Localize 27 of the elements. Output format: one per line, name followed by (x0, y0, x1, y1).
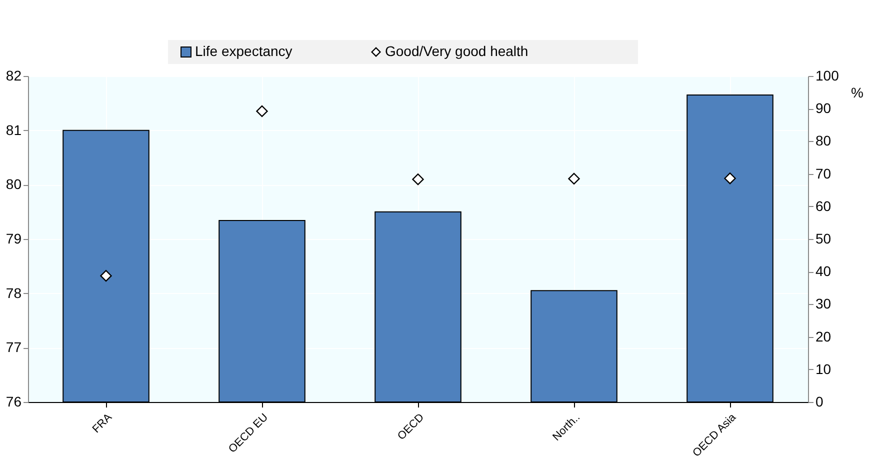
point (256, 105, 268, 118)
legend-label: Good/Very good health (385, 43, 528, 59)
point (412, 174, 424, 186)
legend-label: Life expectancy (195, 43, 292, 59)
point (100, 270, 112, 282)
y-tick-label: 77 (6, 339, 22, 356)
y-tick-label: 76 (6, 394, 22, 410)
y2-tick-label: 50 (816, 230, 832, 246)
y2-tick-label: 10 (816, 360, 832, 377)
y2-tick-label: 90 (816, 100, 832, 116)
y2-tick-label: 80 (816, 132, 832, 149)
point (568, 172, 580, 185)
y-tick-label: 78 (6, 284, 22, 301)
x-tick-label: FRA (90, 411, 115, 436)
y2-axis-title: % (851, 84, 864, 100)
y-tick-label: 82 (6, 68, 22, 84)
y2-tick-label: 100 (816, 68, 840, 84)
y2-tick-label: 40 (816, 263, 832, 280)
y2-tick-label: 70 (816, 165, 832, 182)
point (724, 172, 736, 184)
y-tick-label: 81 (6, 122, 22, 138)
y-tick-label: 79 (6, 230, 22, 246)
y-tick-label: 80 (6, 176, 22, 192)
y2-tick-label: 60 (816, 198, 832, 214)
y2-tick-label: 30 (816, 296, 832, 312)
y2-tick-label: 20 (816, 328, 832, 344)
y2-tick-label: 0 (816, 394, 824, 410)
